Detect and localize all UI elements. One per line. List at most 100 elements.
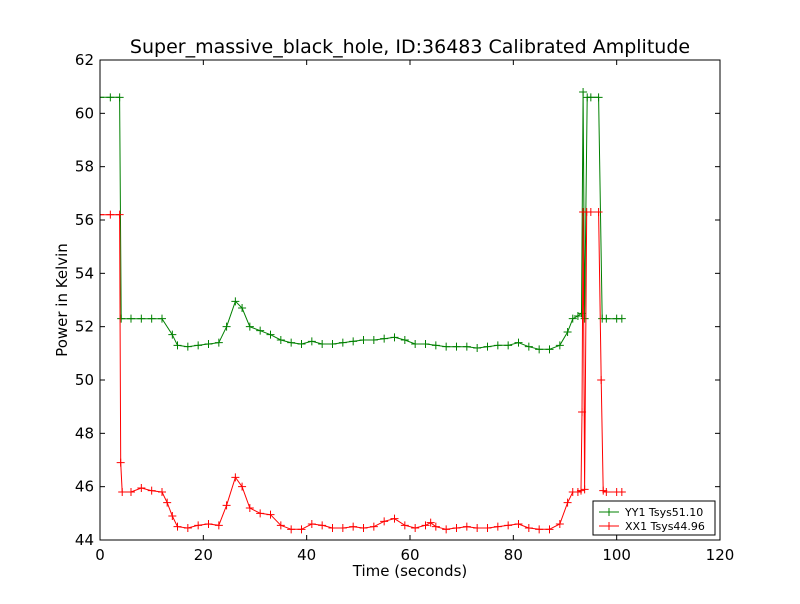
series-line-0 <box>100 91 622 350</box>
data-point <box>483 524 492 532</box>
data-point <box>586 208 595 216</box>
data-point <box>493 341 502 350</box>
data-point <box>597 376 606 384</box>
data-point <box>307 520 316 528</box>
data-point <box>359 524 368 532</box>
data-point <box>115 210 124 219</box>
data-point <box>318 521 327 530</box>
data-point <box>194 341 203 350</box>
data-point <box>231 297 240 306</box>
chart-title: Super_massive_black_hole, ID:36483 Calib… <box>130 36 690 58</box>
data-point <box>106 210 115 219</box>
data-point <box>147 314 156 323</box>
data-point <box>194 521 203 530</box>
data-point <box>421 521 430 530</box>
series-group <box>100 88 626 534</box>
y-tick-label: 48 <box>75 424 94 442</box>
data-point <box>580 485 589 494</box>
data-point <box>245 322 254 331</box>
data-point <box>514 338 523 347</box>
y-tick-label: 54 <box>75 264 94 282</box>
data-point <box>483 342 492 351</box>
y-axis-label: Power in Kelvin <box>53 243 71 357</box>
x-tick-label: 20 <box>194 546 213 564</box>
data-point <box>287 525 296 534</box>
data-point <box>602 314 611 323</box>
data-point <box>524 524 533 532</box>
data-point <box>563 328 572 336</box>
data-point <box>266 510 275 519</box>
data-point <box>577 486 586 495</box>
data-point <box>452 342 461 351</box>
data-point <box>163 498 172 507</box>
data-point <box>222 322 231 331</box>
x-tick-label: 100 <box>602 546 631 564</box>
data-point <box>452 524 461 532</box>
x-tick-label: 80 <box>504 546 523 564</box>
legend-label: XX1 Tsys44.96 <box>625 520 705 533</box>
data-point <box>127 314 135 323</box>
data-point <box>338 338 347 347</box>
data-point <box>214 338 223 347</box>
x-tick-label: 60 <box>400 546 419 564</box>
data-point <box>594 93 603 102</box>
data-point <box>168 512 177 520</box>
data-point <box>442 525 451 534</box>
data-point <box>568 314 577 323</box>
data-point <box>431 522 440 531</box>
data-point <box>545 525 554 534</box>
data-point <box>359 336 368 344</box>
y-tick-label: 58 <box>75 158 94 176</box>
data-point <box>545 345 554 354</box>
data-point <box>116 458 125 467</box>
data-point <box>524 342 533 351</box>
data-point <box>328 340 337 348</box>
data-point <box>231 473 240 482</box>
data-point <box>462 342 471 351</box>
data-point <box>338 524 347 532</box>
data-point <box>411 524 420 532</box>
legend-label: YY1 Tsys51.10 <box>624 506 703 519</box>
data-point <box>426 518 435 527</box>
data-point <box>204 520 213 528</box>
data-point <box>147 486 156 495</box>
data-point <box>602 488 611 496</box>
data-point <box>390 333 399 342</box>
data-point <box>245 504 254 512</box>
data-point <box>421 340 430 348</box>
data-point <box>411 340 420 348</box>
data-point <box>173 522 182 531</box>
data-point <box>369 522 378 531</box>
data-point <box>168 330 177 339</box>
x-axis-label: Time (seconds) <box>352 562 468 580</box>
data-point <box>473 524 482 532</box>
data-point <box>266 330 275 339</box>
data-point <box>100 210 104 219</box>
legend-box <box>592 500 716 536</box>
data-point <box>380 334 389 343</box>
data-point <box>276 336 285 344</box>
data-point <box>158 488 166 496</box>
data-point <box>617 488 626 496</box>
data-point <box>504 521 513 530</box>
y-tick-label: 44 <box>75 531 94 549</box>
data-point <box>183 342 192 351</box>
y-tick-label: 56 <box>75 211 94 229</box>
data-point <box>297 340 306 348</box>
data-point <box>563 498 572 507</box>
data-point <box>256 326 265 335</box>
data-point <box>100 93 104 102</box>
data-point <box>106 93 115 102</box>
data-point <box>214 521 223 530</box>
x-tick-label: 120 <box>706 546 735 564</box>
data-point <box>594 208 603 216</box>
data-point <box>369 336 378 344</box>
data-point <box>117 314 126 323</box>
data-point <box>349 337 358 346</box>
data-point <box>287 338 296 347</box>
data-point <box>328 524 337 532</box>
data-point <box>400 521 409 530</box>
